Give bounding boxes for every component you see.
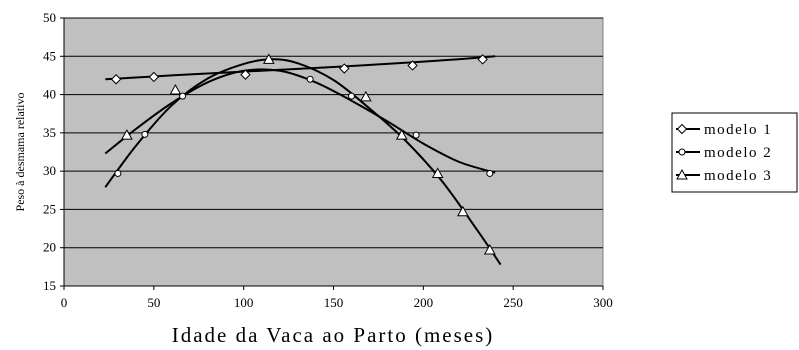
series-3-point <box>431 167 444 178</box>
series-3-point <box>262 53 275 64</box>
x-tick-label: 150 <box>324 295 344 310</box>
y-tick-label: 35 <box>43 125 56 140</box>
legend-label: modelo 2 <box>704 145 772 161</box>
y-tick-label: 15 <box>43 278 56 293</box>
y-tick-label: 30 <box>43 163 56 178</box>
y-axis-title: Peso à desmama relativo <box>13 93 27 212</box>
series-2-point <box>486 169 494 177</box>
legend-label: modelo 1 <box>704 122 772 138</box>
series-1-point <box>339 63 350 74</box>
legend-marker <box>676 123 688 135</box>
series-1-point <box>477 54 488 65</box>
series-3-point <box>483 243 496 255</box>
legend: modelo 1 modelo 2 modelo 3 <box>671 112 798 193</box>
series-2-point <box>306 75 314 83</box>
y-tick-label: 50 <box>43 10 56 25</box>
series-2-point <box>179 92 187 100</box>
x-axis-title: Idade da Vaca ao Parto (meses) <box>172 323 495 347</box>
grid-lines <box>64 17 603 249</box>
legend-label: modelo 3 <box>704 168 772 184</box>
series-3-point <box>395 129 408 140</box>
plot-area <box>63 17 604 287</box>
series-1-point <box>240 69 251 80</box>
series-2-point <box>412 131 420 139</box>
series-2-point <box>141 130 149 138</box>
series-3-point <box>121 129 133 140</box>
x-tick-label: 50 <box>147 295 160 310</box>
fitted-curves <box>104 55 502 266</box>
series-2-point <box>347 92 355 100</box>
series-2-curve <box>104 68 496 174</box>
legend-marker <box>676 168 688 180</box>
y-tick-label: 25 <box>43 201 56 216</box>
x-tick-label: 250 <box>503 295 523 310</box>
y-tick-label: 45 <box>43 48 56 63</box>
x-tick-label: 0 <box>61 295 68 310</box>
x-tick-label: 300 <box>593 295 613 310</box>
series-3-point <box>457 205 469 217</box>
series-3-point <box>359 90 372 102</box>
series-1-point <box>407 60 418 71</box>
y-tick-label: 20 <box>43 240 56 255</box>
series-1-point <box>148 71 160 83</box>
legend-marker <box>678 148 686 156</box>
axes: 15 20 25 30 35 40 45 50 0 50 100 150 200 250 300 <box>43 10 613 310</box>
y-tick-label: 40 <box>43 87 56 102</box>
x-tick-label: 200 <box>414 295 434 310</box>
series-2-point <box>114 169 122 177</box>
series-3-curve <box>104 58 502 266</box>
series-1-point <box>110 74 122 85</box>
series-3-point <box>169 83 182 95</box>
data-markers <box>110 53 496 255</box>
x-tick-label: 100 <box>234 295 254 310</box>
series-1-curve <box>105 55 496 81</box>
